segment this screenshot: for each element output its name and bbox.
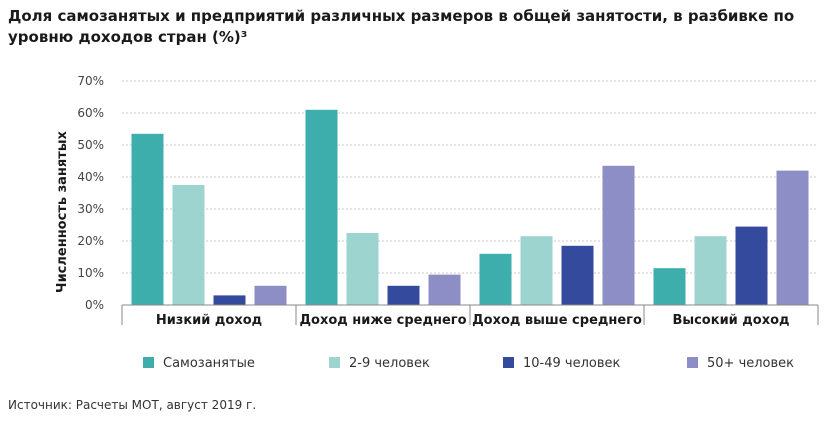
y-tick-label: 50% [77,138,104,152]
legend-swatch [143,357,154,368]
bar [479,253,512,305]
bar [520,236,553,305]
y-tick-label: 60% [77,106,104,120]
legend-label: 10-49 человек [523,356,621,371]
y-tick-label: 0% [85,298,104,312]
y-tick-label: 40% [77,170,104,184]
bar [428,274,461,305]
x-tick-label: Низкий доход [156,313,262,328]
bar [602,165,635,305]
legend-swatch [687,357,698,368]
y-axis-label: Численность занятых [55,130,70,292]
legend-swatch [329,357,340,368]
source-note: Источник: Расчеты МОТ, август 2019 г. [8,398,257,412]
legend: Самозанятые 2-9 человек 10-49 человек 50+ ч… [143,356,794,371]
y-tick-label: 70% [77,74,104,88]
y-axis-ticks: 0% 10% 20% 30% 40% 50% 60% 70% [77,74,104,312]
bar [653,268,686,305]
legend-swatch [503,357,514,368]
bar [561,245,594,305]
bar [346,233,379,305]
y-tick-label: 10% [77,266,104,280]
legend-label: 50+ человек [707,356,794,371]
bar [254,285,287,305]
bar [305,109,338,305]
chart-title: Доля самозанятых и предприятий различных… [8,7,795,46]
bar [694,236,727,305]
bar [776,170,809,305]
bar [213,295,246,305]
x-tick-label: Доход ниже среднего [299,313,466,328]
bar [735,226,768,305]
bar [131,133,164,305]
y-tick-label: 20% [77,234,104,248]
x-tick-label: Доход выше среднего [472,313,642,328]
bars [131,109,809,305]
x-axis: Низкий доход Доход ниже среднего Доход выш… [121,304,819,328]
y-tick-label: 30% [77,202,104,216]
x-tick-label: Высокий доход [672,313,789,328]
legend-label: 2-9 человек [349,356,430,371]
legend-label: Самозанятые [163,356,255,371]
bar [387,285,420,305]
bar [172,185,205,305]
